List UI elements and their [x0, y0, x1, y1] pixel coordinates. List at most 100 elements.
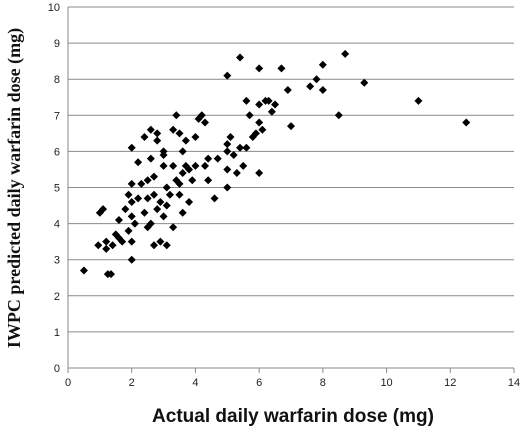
data-point	[185, 165, 194, 174]
data-point	[223, 147, 232, 156]
data-point	[134, 158, 143, 167]
data-point	[153, 136, 162, 145]
data-point	[153, 205, 162, 214]
data-point	[197, 111, 206, 120]
data-point	[213, 154, 222, 163]
data-point	[185, 197, 194, 206]
data-point	[181, 136, 190, 145]
y-tick-label: 5	[54, 183, 60, 195]
data-point	[223, 183, 232, 192]
y-tick-label: 7	[54, 110, 60, 122]
data-point	[127, 143, 136, 152]
data-point	[108, 241, 117, 250]
data-point	[114, 215, 123, 224]
data-point	[204, 154, 213, 163]
data-point	[127, 212, 136, 221]
data-point	[200, 118, 209, 127]
data-point	[318, 60, 327, 69]
data-point	[146, 154, 155, 163]
data-point	[242, 143, 251, 152]
data-point	[146, 219, 155, 228]
data-point	[178, 169, 187, 178]
y-tick-label: 6	[54, 146, 60, 158]
data-point	[277, 64, 286, 73]
data-point	[162, 201, 171, 210]
data-point	[414, 96, 423, 105]
x-tick-label: 14	[508, 377, 520, 389]
y-axis-title: IWPC predicted daily warfarin dose (mg)	[4, 28, 25, 348]
data-point	[188, 176, 197, 185]
data-point	[169, 161, 178, 170]
axes	[67, 7, 515, 373]
data-point	[341, 49, 350, 58]
x-axis-title: Actual daily warfarin dose (mg)	[152, 406, 434, 427]
data-point	[236, 53, 245, 62]
data-point	[462, 118, 471, 127]
data-point	[255, 64, 264, 73]
data-point	[162, 183, 171, 192]
data-point	[210, 194, 219, 203]
data-point	[140, 208, 149, 217]
data-point	[79, 266, 88, 275]
data-point	[264, 96, 273, 105]
data-point	[283, 86, 292, 95]
data-point	[102, 244, 111, 253]
data-point	[102, 237, 111, 246]
data-point	[172, 111, 181, 120]
x-tick-label: 8	[320, 377, 326, 389]
x-tick-label: 6	[256, 377, 262, 389]
data-point	[169, 223, 178, 232]
data-point	[178, 147, 187, 156]
data-point	[121, 205, 130, 214]
data-point	[226, 132, 235, 141]
data-point	[255, 100, 264, 109]
data-point	[94, 241, 103, 250]
data-point	[306, 82, 315, 91]
data-point	[287, 122, 295, 131]
data-point	[267, 107, 276, 116]
data-point	[159, 147, 168, 156]
data-point	[360, 78, 369, 87]
data-point	[178, 208, 187, 217]
data-point	[124, 190, 133, 199]
data-point	[223, 165, 232, 174]
gridlines	[68, 6, 514, 333]
y-tick-label: 10	[48, 2, 60, 14]
data-point	[99, 205, 108, 214]
data-point	[251, 129, 260, 138]
data-point	[242, 96, 251, 105]
data-point	[223, 140, 232, 149]
data-point	[258, 125, 267, 134]
data-point	[153, 129, 162, 138]
data-point	[124, 226, 133, 235]
x-tick-label: 12	[444, 377, 456, 389]
data-point	[204, 176, 213, 185]
data-point	[191, 132, 200, 141]
data-point	[107, 270, 116, 279]
y-tick-label: 2	[54, 291, 60, 303]
data-point	[150, 241, 159, 250]
data-point	[127, 255, 136, 264]
data-point	[127, 237, 136, 246]
data-point	[146, 125, 155, 134]
data-point	[143, 176, 152, 185]
data-point	[175, 129, 184, 138]
data-point	[143, 194, 152, 203]
data-point	[191, 161, 200, 170]
data-point	[334, 111, 343, 120]
y-tick-label: 9	[54, 38, 60, 50]
x-tick-label: 10	[380, 377, 392, 389]
y-tick-label: 1	[54, 327, 60, 339]
data-point	[134, 194, 143, 203]
data-point	[137, 179, 146, 188]
data-points	[79, 49, 471, 279]
y-tick-label: 0	[54, 363, 60, 375]
data-point	[127, 197, 136, 206]
data-point	[150, 190, 159, 199]
data-point	[223, 71, 232, 80]
data-point	[229, 151, 238, 160]
data-point	[318, 86, 327, 95]
data-point	[271, 100, 280, 109]
